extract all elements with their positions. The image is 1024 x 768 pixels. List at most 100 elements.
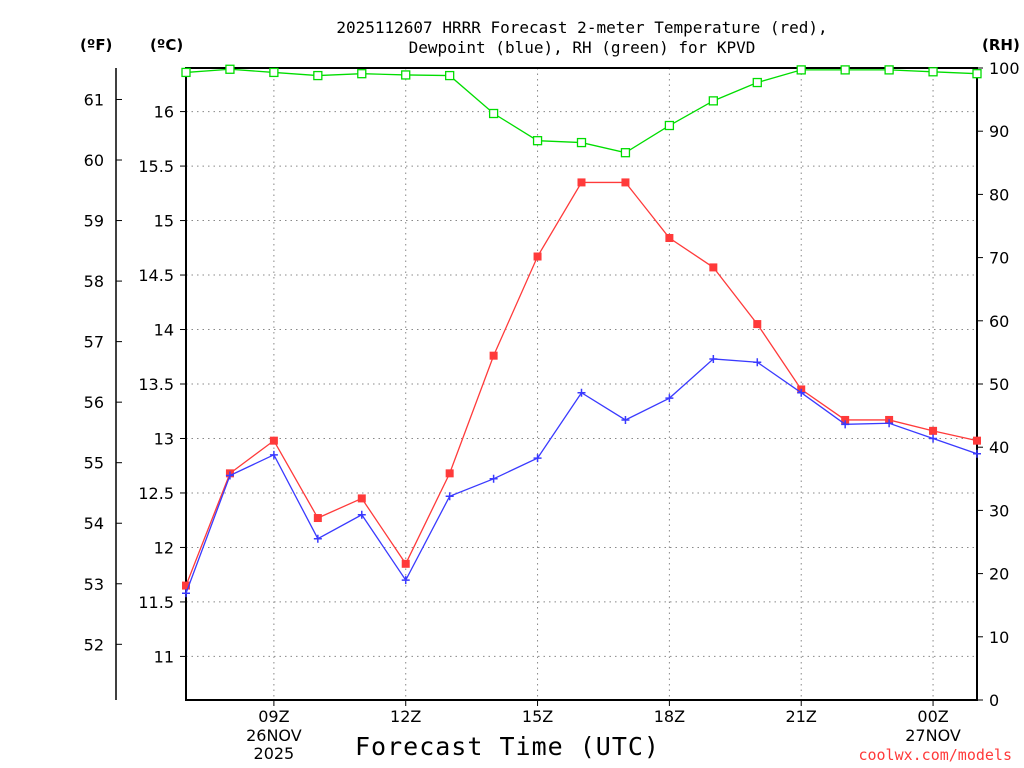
dewpoint-point xyxy=(709,354,718,363)
temperature-point xyxy=(269,436,278,445)
fahrenheit-tick-label: 59 xyxy=(84,212,104,231)
celsius-tick-label: 11.5 xyxy=(138,593,174,612)
fahrenheit-tick-label: 53 xyxy=(84,575,104,594)
x-tick-sublabel: 26NOV xyxy=(246,726,302,745)
rh-tick-label: 70 xyxy=(989,249,1009,268)
temperature-point xyxy=(533,252,542,261)
temperature-point xyxy=(182,581,190,590)
x-axis-title: Forecast Time (UTC) xyxy=(355,732,660,761)
dewpoint-point xyxy=(929,434,938,443)
x-tick-sublabel: 2025 xyxy=(254,744,295,763)
temperature-point xyxy=(973,436,981,445)
temperature-point xyxy=(401,559,410,568)
rh-point xyxy=(401,70,411,80)
series xyxy=(181,64,982,598)
rh-point xyxy=(445,70,455,81)
rh-point xyxy=(664,120,675,131)
rh-tick-label: 50 xyxy=(989,375,1009,394)
celsius-unit-label: (ºC) xyxy=(150,36,184,54)
x-tick-label: 00Z xyxy=(917,707,948,726)
dewpoint-point xyxy=(753,358,762,367)
rh-point xyxy=(576,137,587,148)
rh-point xyxy=(620,148,631,158)
celsius-tick-label: 11 xyxy=(154,647,174,666)
dewpoint-point xyxy=(797,388,806,397)
x-tick-sublabel: 27NOV xyxy=(905,726,961,745)
rh-point xyxy=(840,65,850,75)
dewpoint-point xyxy=(885,419,894,428)
temperature-point xyxy=(357,494,366,503)
dewpoint-point xyxy=(841,420,850,429)
rh-tick-label: 20 xyxy=(989,565,1009,584)
temperature-point xyxy=(313,514,322,523)
axes: 52 53 54 55 56 57 58 59 60 61 11 11.5 12 12.5 13 13.5 14… xyxy=(84,59,1020,763)
temperature-point xyxy=(709,263,718,272)
rh-tick-label: 100 xyxy=(989,59,1020,78)
fahrenheit-tick-label: 58 xyxy=(84,272,104,291)
temperature-point xyxy=(929,426,938,435)
celsius-tick-label: 12 xyxy=(154,538,174,557)
temperature-point xyxy=(445,469,454,478)
celsius-tick-label: 14 xyxy=(154,321,174,340)
celsius-tick-label: 12.5 xyxy=(138,484,174,503)
celsius-tick-label: 15 xyxy=(154,212,174,231)
fahrenheit-tick-label: 57 xyxy=(84,333,104,352)
grid xyxy=(186,68,977,700)
rh-point xyxy=(181,67,191,78)
series-dewpoint xyxy=(182,354,981,598)
x-tick-label: 09Z xyxy=(258,707,289,726)
temperature-point xyxy=(841,415,850,424)
temperature-point xyxy=(665,233,674,242)
dewpoint-point xyxy=(357,510,366,519)
rh-point xyxy=(928,67,938,77)
dewpoint-point xyxy=(313,534,322,543)
x-tick-label: 18Z xyxy=(654,707,685,726)
temperature-point xyxy=(621,178,630,187)
dewpoint-point xyxy=(445,492,454,501)
x-tick-label: 21Z xyxy=(786,707,817,726)
rh-point xyxy=(357,69,367,79)
credit-link[interactable]: coolwx.com/models xyxy=(858,746,1012,764)
rh-point xyxy=(972,69,982,79)
celsius-tick-label: 13 xyxy=(154,429,174,448)
rh-point xyxy=(488,108,499,119)
celsius-tick-label: 13.5 xyxy=(138,375,174,394)
rh-point xyxy=(225,64,235,74)
dewpoint-point xyxy=(489,474,498,483)
chart-title-line-2: Dewpoint (blue), RH (green) for KPVD xyxy=(408,38,756,57)
fahrenheit-tick-label: 55 xyxy=(84,454,104,473)
rh-tick-label: 60 xyxy=(989,312,1009,331)
rh-point xyxy=(884,65,894,75)
fahrenheit-tick-label: 56 xyxy=(84,393,104,412)
fahrenheit-tick-label: 61 xyxy=(84,90,104,109)
temperature-point xyxy=(577,178,586,187)
rh-tick-label: 10 xyxy=(989,628,1009,647)
dewpoint-point xyxy=(533,454,542,463)
x-tick-label: 12Z xyxy=(390,707,421,726)
celsius-tick-label: 14.5 xyxy=(138,266,174,285)
dewpoint-point xyxy=(182,589,190,598)
celsius-tick-label: 16 xyxy=(154,103,174,122)
dewpoint-point xyxy=(973,449,981,458)
rh-unit-label: (RH) xyxy=(982,36,1020,54)
dewpoint-point xyxy=(665,394,674,403)
fahrenheit-tick-label: 60 xyxy=(84,151,104,170)
dewpoint-point xyxy=(577,388,586,397)
rh-tick-label: 30 xyxy=(989,501,1009,520)
fahrenheit-unit-label: (ºF) xyxy=(80,36,113,54)
dewpoint-point xyxy=(401,576,410,585)
dewpoint-point xyxy=(621,415,630,424)
rh-tick-label: 0 xyxy=(989,691,999,710)
dewpoint-point xyxy=(225,471,234,480)
dewpoint-point xyxy=(269,450,278,459)
rh-point xyxy=(708,96,718,106)
rh-point xyxy=(752,77,762,88)
celsius-tick-label: 15.5 xyxy=(138,157,174,176)
rh-tick-label: 80 xyxy=(989,185,1009,204)
chart-title-line-1: 2025112607 HRRR Forecast 2-meter Tempera… xyxy=(336,18,828,37)
rh-point xyxy=(532,136,543,146)
temperature-point xyxy=(489,351,498,360)
series-rh xyxy=(181,64,982,158)
temperature-point xyxy=(753,320,762,329)
fahrenheit-tick-label: 54 xyxy=(84,514,104,533)
